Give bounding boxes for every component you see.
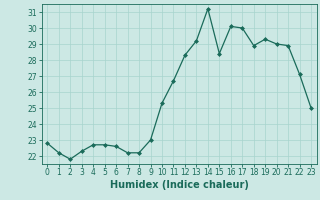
X-axis label: Humidex (Indice chaleur): Humidex (Indice chaleur) [110, 180, 249, 190]
